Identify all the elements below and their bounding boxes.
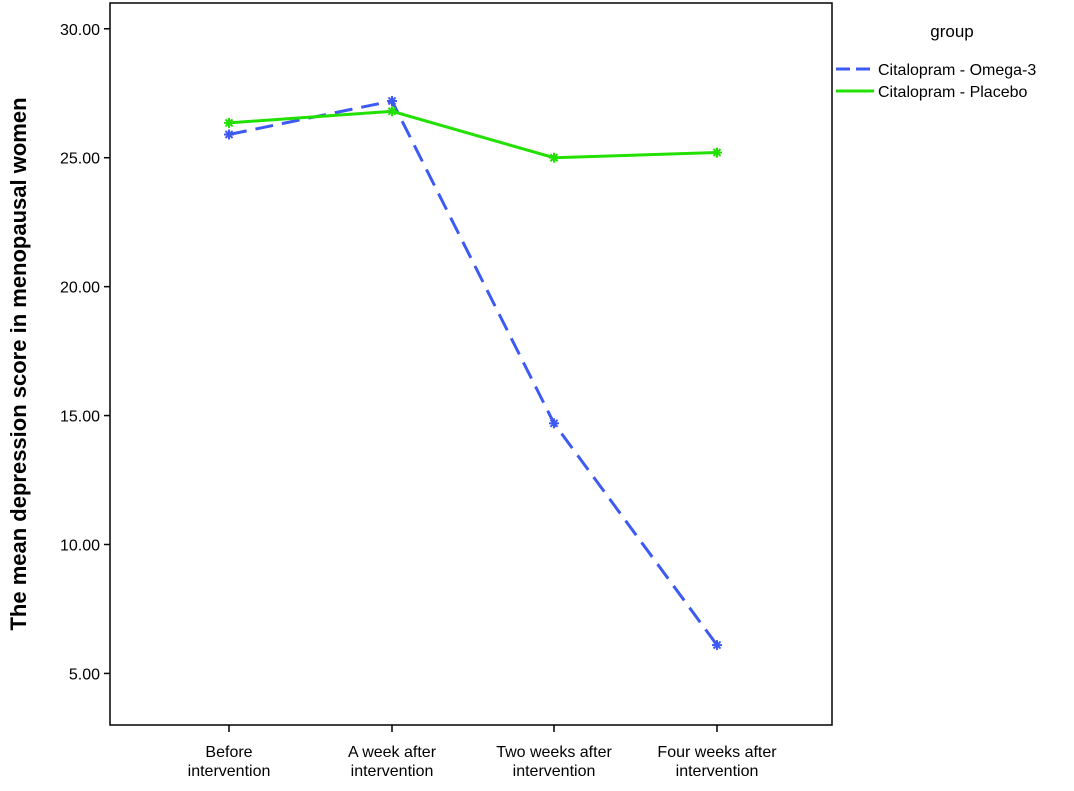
data-point-marker [224,129,234,140]
y-axis-title: The mean depression score in menopausal … [6,97,31,630]
data-point-marker [224,117,234,128]
x-tick-label: A week after intervention [348,744,437,780]
data-point-marker [387,95,397,106]
series-line [228,109,718,160]
x-tick-label: Four weeks after intervention [657,744,777,780]
x-tick-label-line: intervention [676,763,759,780]
y-tick-label: 25.00 [60,151,100,168]
y-tick-label: 10.00 [60,538,100,555]
x-tick-label-line: intervention [513,763,596,780]
legend-title: group [930,22,973,41]
y-tick-label: 20.00 [60,280,100,297]
series-placebo [224,106,722,163]
x-tick-label-line: Four weeks after [657,744,777,761]
x-tick-label-line: intervention [188,763,271,780]
plot-area [109,2,833,726]
y-tick-label: 30.00 [60,22,100,39]
y-axis: 5.00 10.00 15.00 20.00 25.00 30.00 [60,22,110,683]
data-point-marker [549,152,559,163]
data-point-marker [712,640,722,651]
data-point-marker [549,418,559,429]
legend-label: Citalopram - Placebo [878,84,1028,101]
x-tick-label: Two weeks after intervention [496,744,612,780]
legend: group Citalopram - Omega-3 Citalopram - P… [836,22,1036,101]
legend-label: Citalopram - Omega-3 [878,62,1036,79]
x-tick-label-line: A week after [348,744,437,761]
series-layer [224,95,722,651]
y-tick-label: 15.00 [60,409,100,426]
x-tick-label-line: Before [205,744,252,761]
data-point-marker [712,147,722,158]
y-tick-label: 5.00 [69,666,100,683]
x-tick-label-line: Two weeks after [496,744,612,761]
x-tick-label: Before intervention [188,744,271,780]
x-axis: Before intervention A week after interventi… [188,725,777,780]
x-tick-label-line: intervention [351,763,434,780]
data-point-marker [387,106,397,117]
